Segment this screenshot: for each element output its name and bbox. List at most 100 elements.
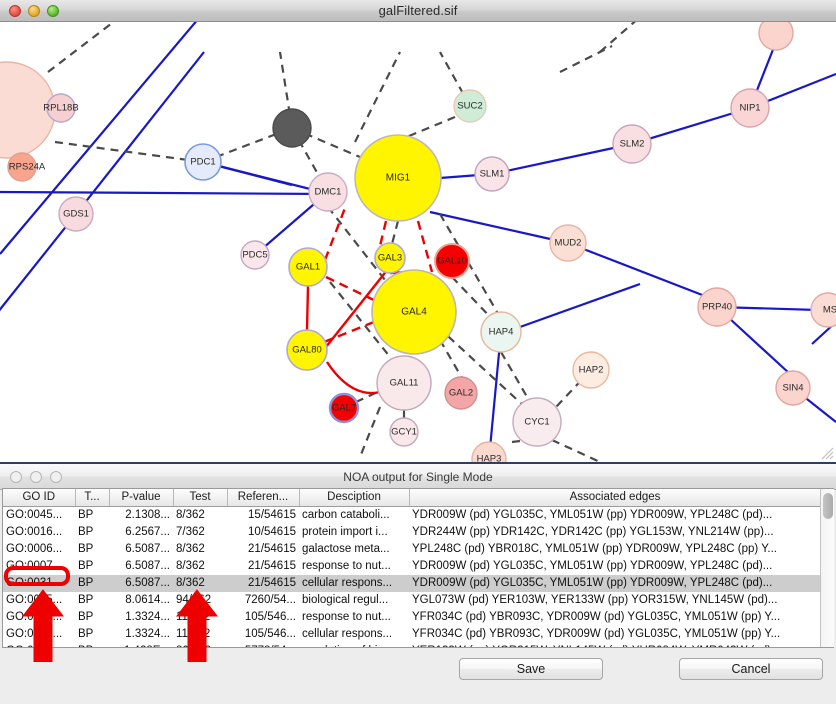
- graph-node-gds1[interactable]: [58, 196, 94, 232]
- cell-edges: YFR034C (pd) YBR093C, YDR009W (pd) YGL03…: [412, 610, 781, 623]
- cell-go-id: GO:0016...: [6, 525, 63, 538]
- graph-node-rpl18b[interactable]: [46, 93, 76, 123]
- column-header-reference[interactable]: Referen...: [227, 489, 300, 507]
- cell-edges: YFR034C (pd) YBR093C, YDR009W (pd) YGL03…: [412, 627, 781, 640]
- network-graph[interactable]: RPL18B RPS24A GDS1 PDC1 PDC5 DMC1 SUC2 M…: [0, 22, 836, 462]
- cell-edges: YDR009W (pd) YGL035C, YML051W (pp) YDR00…: [409, 574, 821, 592]
- graph-node-gal3[interactable]: [374, 242, 406, 274]
- graph-node-mud2[interactable]: [549, 224, 587, 262]
- minimize-icon[interactable]: [28, 4, 40, 17]
- cell-go-id: GO:0065...: [6, 593, 63, 606]
- graph-node-topright[interactable]: [758, 22, 794, 51]
- column-header-go-id[interactable]: GO ID: [3, 489, 76, 507]
- graph-node-mig1[interactable]: [354, 134, 442, 222]
- cell-description: response to nut...: [302, 610, 391, 623]
- graph-node-cyc1[interactable]: [512, 397, 562, 447]
- cell-type: BP: [78, 593, 94, 606]
- graph-node-rps24a[interactable]: [7, 152, 37, 182]
- cell-reference: 21/54615: [227, 574, 299, 592]
- scrollbar-thumb[interactable]: [823, 493, 833, 519]
- table-row[interactable]: GO:0031... BP 1.3324... 11/362 105/546..…: [3, 626, 821, 643]
- graph-node-hap3[interactable]: [471, 441, 507, 462]
- cell-test: 8/362: [176, 559, 205, 572]
- graph-node-gal7[interactable]: [328, 392, 360, 424]
- column-header-test[interactable]: Test: [173, 489, 228, 507]
- cell-pvalue: 1.3324...: [125, 627, 170, 640]
- minimize-icon[interactable]: [30, 470, 42, 483]
- graph-node-hap2[interactable]: [572, 351, 610, 389]
- graph-node-prp40[interactable]: [697, 287, 737, 327]
- table-vertical-scrollbar[interactable]: [820, 489, 834, 647]
- table-row[interactable]: GO:0016... BP 6.2567... 7/362 10/54615 p…: [3, 524, 821, 541]
- graph-node-sin4[interactable]: [775, 370, 811, 406]
- graph-node-gal80[interactable]: [286, 329, 328, 371]
- column-header-type[interactable]: T...: [75, 489, 110, 507]
- cancel-button[interactable]: Cancel: [679, 658, 823, 680]
- cell-test: 80/362: [173, 643, 227, 648]
- resize-grip-icon[interactable]: [820, 446, 834, 460]
- cell-edges: YDR244W (pp) YDR142C, YDR142C (pp) YGL15…: [412, 525, 774, 538]
- cell-edges: YDR009W (pd) YGL035C, YML051W (pp) YDR00…: [412, 508, 773, 521]
- node-layer[interactable]: RPL18B RPS24A GDS1 PDC1 PDC5 DMC1 SUC2 M…: [0, 22, 836, 462]
- cell-type: BP: [78, 542, 94, 555]
- cell-pvalue: 6.2567...: [125, 525, 170, 538]
- graph-node-pdc5[interactable]: [240, 240, 270, 270]
- cell-go-id: GO:0050...: [3, 643, 75, 648]
- column-header-description[interactable]: Desciption: [299, 489, 410, 507]
- cell-reference: 15/54615: [248, 508, 296, 521]
- graph-node-slm1[interactable]: [474, 156, 510, 192]
- table-row[interactable]: GO:0050... BP 1.428E... 80/362 5778/54..…: [3, 643, 821, 648]
- cell-type: BP: [78, 627, 94, 640]
- table-row[interactable]: GO:0006... BP 6.5087... 8/362 21/54615 g…: [3, 541, 821, 558]
- graph-node-gal1[interactable]: [288, 247, 328, 287]
- graph-node-gal10[interactable]: [434, 243, 470, 279]
- noa-titlebar: NOA output for Single Mode: [0, 464, 836, 490]
- graph-node-slm2[interactable]: [612, 124, 652, 164]
- column-header-associated-edges[interactable]: Associated edges: [409, 489, 822, 507]
- go-results-table[interactable]: GO ID T... P-value Test Referen... Desci…: [3, 489, 822, 648]
- graph-node-gcy1[interactable]: [389, 417, 419, 447]
- cell-reference: 21/54615: [248, 559, 296, 572]
- graph-node-pdc1[interactable]: [184, 143, 222, 181]
- cell-description: biological regul...: [302, 593, 389, 606]
- cell-pvalue: 1.428E...: [109, 643, 173, 648]
- cell-test: 8/362: [176, 542, 205, 555]
- graph-node-hap4[interactable]: [480, 311, 522, 353]
- table-row[interactable]: GO:0065... BP 8.0614... 94/362 7260/54..…: [3, 592, 821, 609]
- cell-edges: YER133W (pp) YOR315W, YNL145W (pd) YHR08…: [409, 643, 821, 648]
- cell-test: 11/362: [176, 627, 211, 640]
- column-header-p-value[interactable]: P-value: [109, 489, 174, 507]
- highlighted-dashed-edges: [323, 207, 434, 344]
- cell-pvalue: 6.5087...: [125, 542, 170, 555]
- cell-pvalue: 1.3324...: [125, 610, 170, 623]
- graph-node-unlabeled[interactable]: [272, 108, 312, 148]
- cell-pvalue: 2.1308...: [125, 508, 170, 521]
- cell-test: 8/362: [173, 574, 227, 592]
- table-row[interactable]: GO:0007... BP 6.5087... 8/362 21/54615 r…: [3, 558, 821, 575]
- cell-go-id: GO:0007...: [6, 559, 63, 572]
- table-row[interactable]: GO:0045... BP 2.1308... 8/362 15/54615 c…: [3, 506, 821, 524]
- cell-description: protein import i...: [302, 525, 388, 538]
- close-icon[interactable]: [10, 470, 22, 483]
- graph-node-nip1[interactable]: [730, 88, 770, 128]
- table-row-selected[interactable]: GO:0031... BP 6.5087... 8/362 21/54615 c…: [3, 574, 821, 592]
- save-button[interactable]: Save: [459, 658, 603, 680]
- graph-node-gal2[interactable]: [444, 376, 478, 410]
- close-icon[interactable]: [9, 4, 21, 17]
- cell-description: cellular respons...: [299, 574, 409, 592]
- graph-node-gal4[interactable]: [371, 269, 457, 355]
- maximize-icon[interactable]: [47, 4, 59, 17]
- main-titlebar: galFiltered.sif: [0, 0, 836, 22]
- table-header-row: GO ID T... P-value Test Referen... Desci…: [3, 489, 822, 507]
- go-results-table-container[interactable]: GO ID T... P-value Test Referen... Desci…: [2, 488, 834, 648]
- graph-node-msn[interactable]: [810, 292, 836, 328]
- cell-reference: 105/546...: [244, 610, 296, 623]
- graph-node-suc2[interactable]: [453, 89, 487, 123]
- maximize-icon[interactable]: [50, 470, 62, 483]
- cell-go-id: GO:0006...: [6, 542, 63, 555]
- network-canvas[interactable]: RPL18B RPS24A GDS1 PDC1 PDC5 DMC1 SUC2 M…: [0, 22, 836, 462]
- graph-node-gal11[interactable]: [376, 355, 432, 411]
- graph-node-dmc1[interactable]: [308, 172, 348, 212]
- table-row[interactable]: GO:0031... BP 1.3324... 11/362 105/546..…: [3, 609, 821, 626]
